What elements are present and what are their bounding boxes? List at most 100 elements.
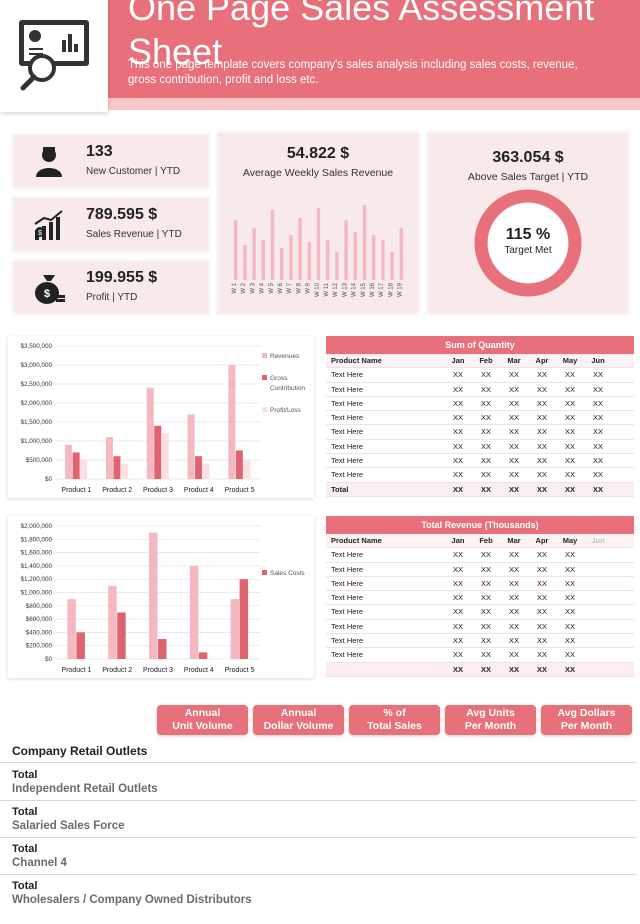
list-item-name: Salaried Sales Force	[12, 820, 125, 832]
table-cell: Jun	[591, 536, 605, 545]
table-cell: Mar	[507, 536, 521, 545]
weekly-sales-value: 54.822 $	[286, 145, 350, 162]
bar	[105, 437, 113, 479]
table-row: Text Here XX XX XX XX XX	[326, 605, 634, 620]
table-cell: XX	[536, 427, 547, 437]
page-description: This one page template covers company's …	[128, 59, 578, 86]
table-cell: XX	[536, 384, 547, 394]
avg-units-per-month-button[interactable]: Avg Units Per Month	[445, 705, 536, 735]
target-percent: 115 %	[505, 226, 551, 243]
table-cell: XX	[508, 550, 519, 560]
table-cell: Text Here	[331, 564, 364, 574]
table-cell: XX	[480, 650, 491, 660]
table-cell: XX	[592, 470, 603, 480]
list-item-name: Independent Retail Outlets	[12, 783, 158, 795]
table-cell: XX	[452, 607, 463, 617]
bar	[154, 425, 162, 479]
weekly-bar	[298, 218, 302, 280]
table-cell: XX	[480, 470, 491, 480]
table-cell: Text Here	[331, 607, 364, 617]
sales-target-card: 363.054 $ Above Sales Target | YTD 115 %…	[428, 133, 628, 313]
weekly-tick-label: W 7	[287, 282, 293, 293]
table-cell: XX	[564, 456, 575, 466]
table-cell: XX	[564, 607, 575, 617]
button-line: Total Sales	[367, 720, 422, 732]
bar	[146, 387, 154, 479]
table-cell: XX	[452, 398, 463, 408]
new-customer-label: New Customer | YTD	[86, 166, 181, 177]
sales-costs-chart: $0 $200,000 $400,000 $600,000 $800,000 $1,000…	[20, 523, 305, 674]
y-tick-label: $3,000,000	[20, 362, 52, 369]
y-tick-label: $2,000,000	[20, 523, 52, 530]
button-line: Per Month	[560, 720, 613, 732]
table-cell: XX	[564, 650, 575, 660]
bar	[158, 639, 167, 659]
table-cell: XX	[564, 470, 575, 480]
legend-swatch	[262, 375, 267, 380]
weekly-tick-label: W 16	[370, 282, 376, 297]
x-tick-label: Product 1	[61, 667, 91, 674]
table-cell: Product Name	[331, 536, 382, 545]
list-item-name: Wholesalers / Company Owned Distributors	[12, 894, 252, 906]
annual-dollar-volume-button[interactable]: Annual Dollar Volume	[253, 705, 344, 735]
table-row: Text Here XX XX XX XX XX XX	[326, 383, 634, 397]
table-total-row: Total XX XX XX XX XX XX	[326, 482, 634, 497]
table-cell: Text Here	[331, 578, 364, 588]
table-cell: Text Here	[331, 413, 364, 423]
table-row: Text Here XX XX XX XX XX	[326, 577, 634, 592]
table-cell: XX	[480, 370, 491, 380]
table-cell: XX	[536, 484, 547, 494]
y-tick-label: $400,000	[26, 629, 53, 636]
weekly-tick-label: W 9	[306, 282, 312, 293]
table-cell: XX	[452, 578, 463, 588]
table-cell: Apr	[535, 536, 549, 545]
table-cell: XX	[536, 398, 547, 408]
y-tick-label: $1,000,000	[20, 590, 52, 597]
table-cell: XX	[452, 456, 463, 466]
table-cell: Jan	[451, 356, 465, 365]
legend-label: Revenues	[270, 353, 300, 360]
bar	[202, 463, 210, 479]
table-cell: XX	[452, 621, 463, 631]
annual-unit-volume-button[interactable]: Annual Unit Volume	[157, 705, 248, 735]
legend-swatch	[262, 353, 267, 358]
y-tick-label: $200,000	[26, 643, 53, 650]
percent-total-sales-button[interactable]: % of Total Sales	[349, 705, 440, 735]
table-cell: XX	[508, 484, 519, 494]
y-tick-label: $3,500,000	[20, 343, 52, 350]
table-cell: XX	[508, 578, 519, 588]
bar	[187, 414, 195, 479]
table-cell: XX	[536, 607, 547, 617]
table-cell: XX	[508, 664, 519, 674]
list-item-total: Total	[12, 843, 38, 855]
weekly-tick-label: W 12	[333, 282, 339, 297]
table-cell: XX	[592, 398, 603, 408]
table-cell: Total	[331, 484, 349, 494]
table-cell: XX	[480, 593, 491, 603]
profit-label: Profit | YTD	[86, 292, 138, 303]
avg-dollars-per-month-button[interactable]: Avg Dollars Per Month	[541, 705, 632, 735]
weekly-tick-label: W 5	[269, 282, 275, 293]
table-cell: XX	[564, 413, 575, 423]
bar	[161, 433, 169, 479]
table-cell: XX	[536, 456, 547, 466]
total-revenue-title: Total Revenue (Thousands)	[326, 516, 634, 534]
weekly-bar	[234, 220, 238, 280]
y-tick-label: $0	[45, 656, 53, 663]
table-cell: Text Here	[331, 384, 364, 394]
legend-swatch	[262, 570, 267, 575]
retail-outlets-title: Company Retail Outlets	[12, 744, 148, 758]
weekly-tick-label: W 19	[398, 282, 404, 297]
table-cell: XX	[592, 456, 603, 466]
above-target-value: 363.054 $	[492, 149, 564, 166]
table-row: Text Here XX XX XX XX XX XX	[326, 468, 634, 483]
table-cell: XX	[480, 427, 491, 437]
table-header-row: Product Name Jan Feb Mar Apr May Jun	[326, 534, 634, 549]
table-cell: XX	[564, 621, 575, 631]
weekly-tick-label: W 11	[324, 282, 330, 296]
user-icon	[36, 147, 62, 177]
table-cell: Text Here	[331, 441, 364, 451]
table-cell: XX	[536, 664, 547, 674]
table-cell: Feb	[479, 536, 493, 545]
